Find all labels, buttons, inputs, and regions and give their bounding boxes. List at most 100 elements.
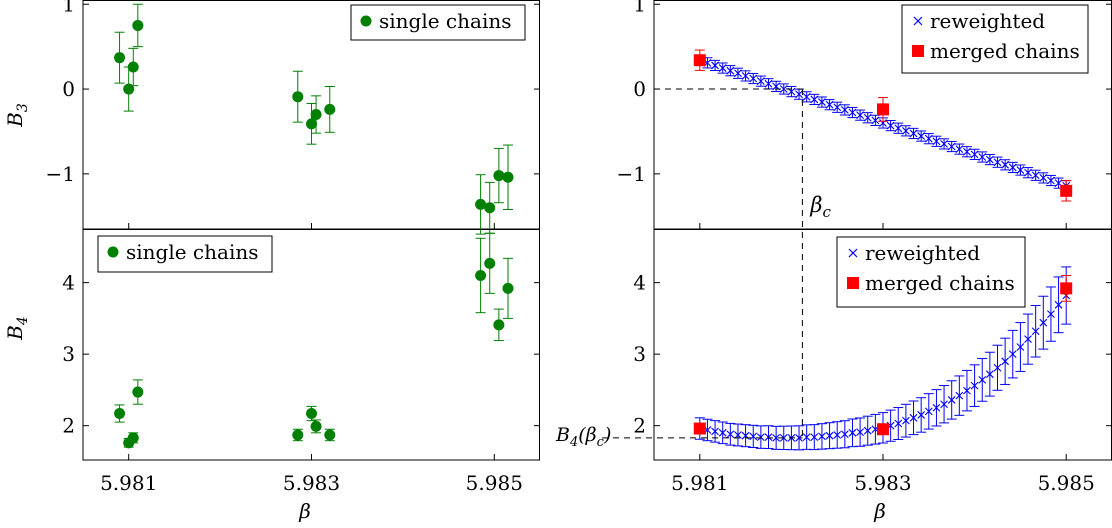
reweighted-point [902, 126, 910, 135]
reweighted-point [726, 430, 735, 439]
reweighted-point [963, 147, 971, 156]
reweighted-point [802, 433, 811, 442]
reweighted-point [848, 108, 857, 117]
legend-marker-cross [848, 248, 858, 258]
reweighted-point [825, 431, 834, 440]
reweighted-point [856, 428, 864, 436]
reweighted-point [1008, 163, 1017, 172]
data-point [475, 269, 487, 281]
reweighted-point [993, 363, 1002, 372]
reweighted-point [932, 403, 941, 412]
data-point [123, 83, 135, 95]
reweighted-point [978, 376, 987, 384]
legend-label: reweighted [865, 241, 980, 265]
reweighted-point [970, 150, 979, 159]
ytick-label-bottom-right: 2 [633, 414, 646, 438]
legend-box-bottom-left [97, 235, 273, 273]
legend-box-top-right [901, 4, 1089, 74]
plot-layer: 1 0 −1 2 3 4 5.981 5.983 5.985 single chains singl… [46, 0, 1112, 495]
reweighted-point [1031, 327, 1040, 336]
ytick-label-top-left: −1 [46, 162, 75, 186]
legend-marker-circle [360, 15, 372, 27]
ytick-label-bottom-left: 3 [62, 342, 75, 366]
legend-top-left: single chains [350, 4, 526, 41]
merged-point [1060, 184, 1073, 197]
merged-point [877, 423, 889, 436]
reweighted-point [917, 132, 926, 140]
reweighted-point [1001, 160, 1010, 169]
reweighted-point [894, 124, 903, 133]
ytick-label-top-left: 0 [62, 77, 75, 101]
reweighted-point [940, 140, 948, 148]
legend-marker-circle [107, 246, 119, 258]
ytick-label-top-right: 0 [633, 77, 646, 101]
reweighted-point [726, 66, 735, 75]
data-point [502, 171, 514, 183]
reweighted-point [833, 103, 842, 112]
reweighted-point [711, 61, 719, 70]
reweighted-point [749, 74, 758, 83]
reweighted-point [1016, 166, 1025, 174]
data-point [310, 109, 322, 120]
reweighted-point [848, 428, 857, 437]
ytick-label-top-right: −1 [617, 162, 646, 186]
data-point [306, 118, 317, 130]
reweighted-point [749, 432, 758, 441]
ytick-label-top-right: 1 [633, 0, 646, 16]
reweighted-point [1001, 357, 1010, 366]
data-point [114, 408, 126, 420]
reweighted-point [917, 411, 926, 419]
reweighted-point [818, 432, 826, 441]
legend-label: reweighted [930, 9, 1045, 33]
reweighted-point [810, 95, 819, 104]
xtick-label-bottom-right: 5.981 [671, 471, 728, 495]
reweighted-point [985, 155, 994, 164]
reweighted-point [924, 134, 933, 143]
data-point [127, 61, 139, 73]
annotation-beta-c-sub: c [823, 203, 832, 221]
reweighted-point [1054, 300, 1063, 309]
reweighted-point [909, 413, 918, 422]
reweighted-point [779, 85, 788, 93]
annotation-paren: ) [603, 424, 611, 446]
reweighted-point [772, 433, 781, 442]
legend-label: merged chains [865, 271, 1015, 295]
reweighted-point [1024, 335, 1032, 344]
reweighted-point [856, 111, 864, 120]
reweighted-point [985, 370, 994, 379]
legend-marker-square [847, 277, 859, 289]
legend-label: single chains [379, 9, 511, 33]
reweighted-point [947, 396, 956, 404]
reweighted-point [909, 129, 918, 138]
reweighted-point [764, 79, 773, 88]
data-point [310, 420, 322, 432]
reweighted-point [718, 428, 727, 437]
data-point [324, 103, 336, 115]
merged-point [877, 103, 889, 116]
annotation-paren: (β [578, 424, 596, 446]
annotation-beta-c: βc [809, 193, 831, 221]
reweighted-point [932, 137, 941, 146]
reweighted-point [879, 119, 887, 127]
reweighted-point [718, 64, 727, 72]
data-point [475, 198, 487, 210]
data-point [114, 52, 126, 64]
legend-box-top-left [350, 4, 526, 41]
merged-point [693, 422, 706, 435]
reweighted-point [840, 430, 849, 439]
reweighted-point [1047, 310, 1055, 318]
reweighted-point [764, 433, 773, 442]
reweighted-point [871, 116, 880, 125]
data-point [484, 202, 496, 214]
reweighted-point [863, 426, 872, 435]
reweighted-point [902, 416, 910, 425]
reweighted-point [1039, 174, 1048, 182]
reweighted-point [734, 431, 742, 439]
reweighted-point [833, 431, 842, 439]
ylabel-b4: B4 [3, 316, 31, 341]
legend-bottom-right: reweighted merged chains [836, 236, 1026, 308]
ytick-label-top-left: 1 [62, 0, 75, 16]
annotation-b4-betac: B4(βc) [555, 424, 611, 450]
ylabel-b3: B3 [3, 103, 31, 128]
legend-marker-square [912, 45, 924, 57]
